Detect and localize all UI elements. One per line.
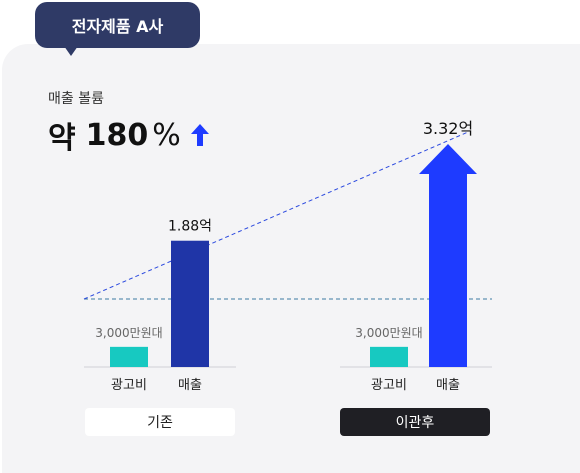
company-tag: 전자제품 A사	[35, 2, 200, 48]
bar-after-ad	[370, 346, 408, 367]
bar-after-sales-arrow	[419, 144, 477, 367]
category-label: 광고비	[371, 378, 407, 393]
bar-before-ad	[110, 346, 148, 367]
value-label: 1.88억	[168, 219, 212, 235]
value-label: 3.32억	[423, 119, 473, 138]
tag-pointer	[64, 46, 78, 56]
bar-before-sales	[171, 240, 209, 367]
up-arrow-icon	[190, 124, 209, 146]
value-label: 3,000만원대	[355, 326, 422, 340]
chart-card	[2, 44, 580, 473]
growth-trend-line	[83, 131, 469, 300]
headline-unit: %	[152, 117, 181, 153]
headline-prefix: 약	[48, 121, 76, 156]
headline-value: 180	[85, 117, 149, 153]
metric-label: 매출 볼륨	[48, 91, 104, 107]
category-label: 광고비	[111, 378, 147, 393]
category-label: 매출	[436, 378, 460, 393]
group-label-after: 이관후	[340, 408, 490, 436]
category-label: 매출	[178, 378, 202, 393]
headline: 약 180 %	[48, 113, 211, 157]
group-label-before: 기존	[85, 408, 235, 436]
value-label: 3,000만원대	[95, 326, 162, 340]
